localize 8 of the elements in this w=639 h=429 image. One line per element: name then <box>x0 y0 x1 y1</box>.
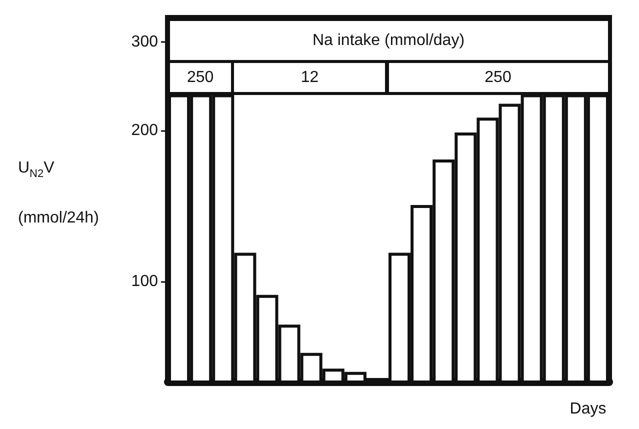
y-tick-label: 300 <box>131 34 158 51</box>
annotation: 250 <box>386 60 610 95</box>
y-tick-label: 200 <box>131 122 158 139</box>
annotation: Na intake (mmol/day) <box>166 18 610 63</box>
y-tick-label: 100 <box>131 272 158 290</box>
x-axis-title: Days <box>570 400 606 418</box>
annotation: 250 <box>166 60 234 95</box>
annotation: 12 <box>231 60 388 95</box>
